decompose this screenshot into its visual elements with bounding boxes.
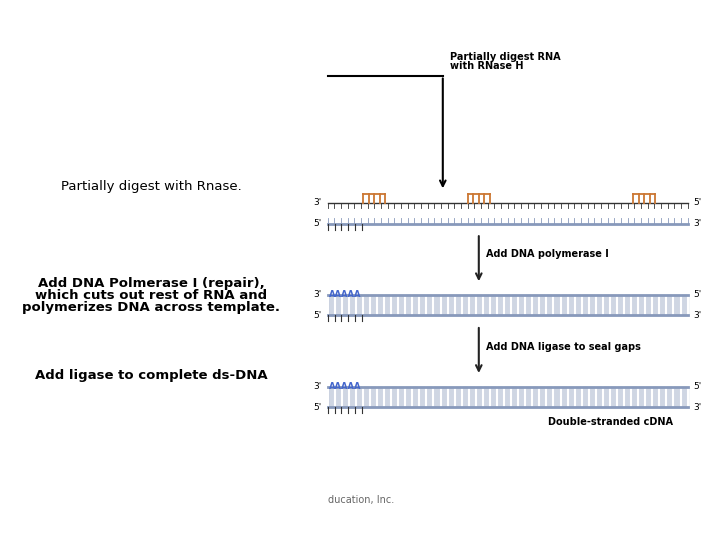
- Text: Add ligase to complete ds-DNA: Add ligase to complete ds-DNA: [35, 369, 268, 382]
- Text: polymerizes DNA across template.: polymerizes DNA across template.: [22, 301, 280, 314]
- Text: ducation, Inc.: ducation, Inc.: [328, 495, 394, 504]
- Text: 3': 3': [693, 219, 701, 228]
- Text: 5': 5': [314, 219, 322, 228]
- Text: 3': 3': [314, 198, 322, 207]
- Text: AAAAA: AAAAA: [329, 382, 361, 390]
- Text: 3': 3': [693, 403, 701, 411]
- Text: 3': 3': [314, 382, 322, 390]
- Text: 3': 3': [314, 290, 322, 299]
- Text: Add DNA Polmerase I (repair),: Add DNA Polmerase I (repair),: [38, 277, 264, 290]
- Text: 5': 5': [693, 198, 701, 207]
- Text: AAAAA: AAAAA: [329, 290, 361, 299]
- Text: 5': 5': [693, 290, 701, 299]
- Text: 5': 5': [314, 403, 322, 411]
- Text: Partially digest with Rnase.: Partially digest with Rnase.: [60, 180, 242, 193]
- Text: 5': 5': [314, 311, 322, 320]
- Text: Add DNA polymerase I: Add DNA polymerase I: [486, 249, 608, 259]
- Text: 5': 5': [693, 382, 701, 390]
- Text: which cuts out rest of RNA and: which cuts out rest of RNA and: [35, 289, 267, 302]
- Text: Partially digest RNA: Partially digest RNA: [450, 52, 561, 62]
- Text: with RNase H: with RNase H: [450, 61, 523, 71]
- Text: 3': 3': [693, 311, 701, 320]
- Text: Double-stranded cDNA: Double-stranded cDNA: [548, 417, 673, 427]
- Text: Add DNA ligase to seal gaps: Add DNA ligase to seal gaps: [486, 342, 641, 352]
